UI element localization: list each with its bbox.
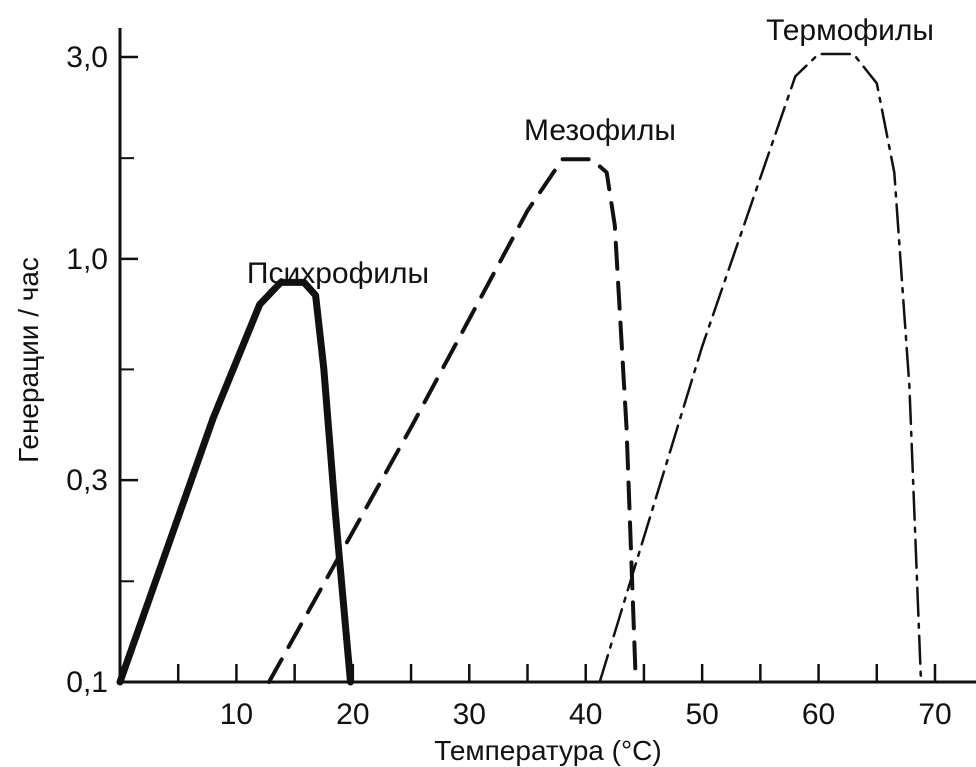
y-tick-label: 3,0 bbox=[66, 41, 108, 74]
x-tick-label: 40 bbox=[569, 698, 602, 731]
series-line-1 bbox=[116, 278, 354, 686]
series-label-1: Психрофилы bbox=[247, 257, 429, 290]
x-tick-label: 50 bbox=[685, 698, 718, 731]
x-axis-title: Температура (°C) bbox=[434, 735, 661, 766]
series-label-2: Мезофилы bbox=[524, 114, 676, 147]
axis-ticks: 10 20 30 40 50 60 70 0,1 0,3 1,0 3,0 bbox=[66, 41, 951, 731]
series-line-3 bbox=[598, 52, 923, 684]
y-tick-label: 0,3 bbox=[66, 464, 108, 497]
series-lines bbox=[116, 52, 923, 686]
y-tick-label: 1,0 bbox=[66, 243, 108, 276]
chart-text: Температура (°C) Генерации / час Психрофил… bbox=[13, 14, 934, 766]
axes bbox=[118, 28, 976, 684]
x-tick-label: 20 bbox=[336, 698, 369, 731]
x-tick-label: 70 bbox=[918, 698, 951, 731]
y-tick-label: 0,1 bbox=[66, 666, 108, 699]
y-axis-title: Генерации / час bbox=[13, 257, 44, 463]
x-tick-label: 60 bbox=[802, 698, 835, 731]
x-tick-label: 30 bbox=[453, 698, 486, 731]
series-label-3: Термофилы bbox=[766, 14, 934, 47]
series-line-2 bbox=[267, 157, 638, 684]
x-tick-label: 10 bbox=[220, 698, 253, 731]
